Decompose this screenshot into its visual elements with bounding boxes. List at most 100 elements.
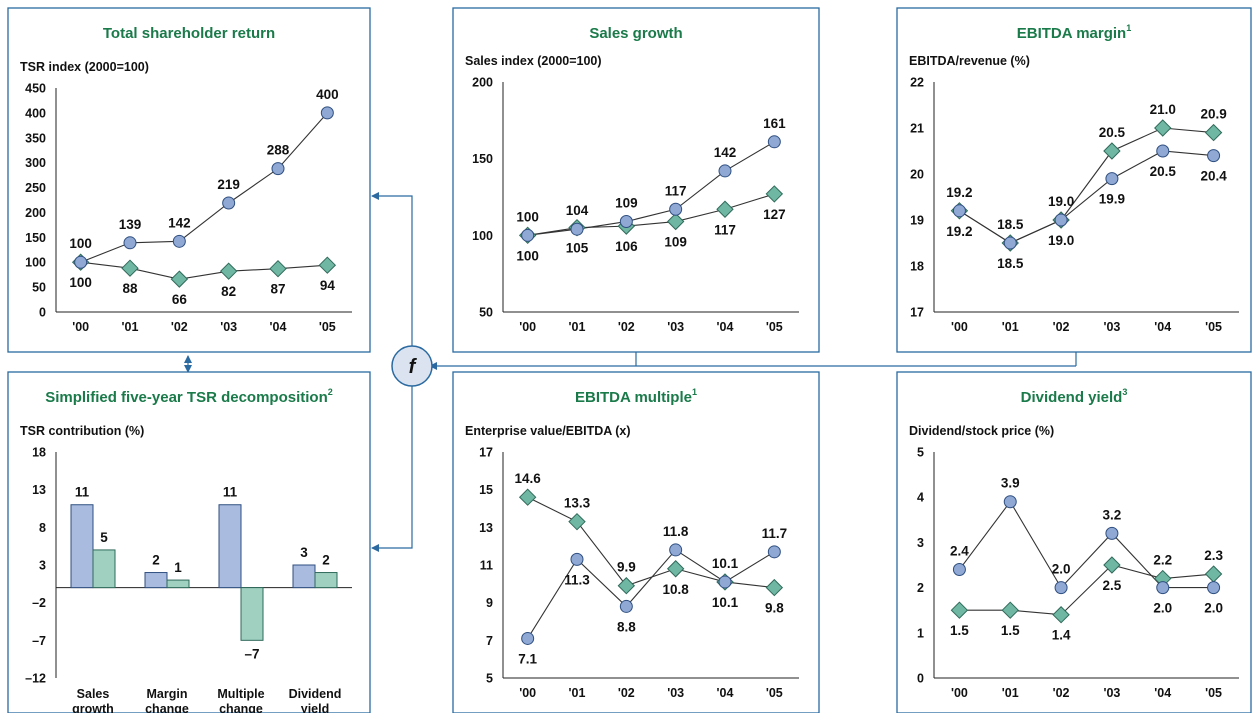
data-label: 3.2 bbox=[1103, 507, 1122, 522]
data-label: 100 bbox=[516, 209, 539, 224]
function-symbol: f bbox=[409, 356, 418, 378]
data-label: 94 bbox=[320, 278, 336, 293]
data-point-circle bbox=[718, 164, 732, 178]
y-tick-label: –2 bbox=[32, 596, 46, 610]
data-point-circle bbox=[1105, 526, 1119, 540]
data-point-circle bbox=[222, 196, 236, 210]
data-label: 1.5 bbox=[1001, 623, 1020, 638]
x-tick-label: '01 bbox=[1002, 686, 1019, 700]
series-line-diamond bbox=[80, 261, 328, 280]
y-tick-label: 3 bbox=[39, 559, 46, 573]
y-tick-label: 50 bbox=[32, 281, 46, 295]
data-point-diamond bbox=[765, 578, 784, 597]
x-tick-label: '05 bbox=[319, 320, 336, 334]
data-label: 3.9 bbox=[1001, 476, 1020, 491]
data-point-diamond bbox=[121, 259, 139, 277]
chart-title: Simplified five-year TSR decomposition2 bbox=[45, 387, 333, 406]
y-tick-label: 21 bbox=[910, 122, 924, 136]
data-point-circle bbox=[521, 228, 535, 242]
data-point-circle bbox=[767, 545, 781, 559]
data-label: 117 bbox=[714, 222, 736, 237]
y-axis-label: TSR index (2000=100) bbox=[20, 60, 149, 74]
data-point-diamond bbox=[765, 185, 784, 203]
panel-sales: Sales growth Sales index (2000=100) 50 100 1… bbox=[452, 7, 820, 353]
data-label: 87 bbox=[270, 282, 285, 297]
arrow-to-decomposition bbox=[371, 380, 413, 552]
x-tick-label: '05 bbox=[1205, 686, 1222, 700]
x-tick-label: '02 bbox=[1053, 320, 1070, 334]
data-point-diamond bbox=[716, 200, 734, 218]
bar-label: –7 bbox=[244, 646, 259, 661]
y-tick-label: 13 bbox=[32, 483, 46, 497]
data-point-circle bbox=[1156, 144, 1170, 158]
data-point-circle bbox=[1003, 236, 1017, 250]
chart-title: Sales growth bbox=[589, 25, 682, 42]
y-tick-label: 11 bbox=[480, 559, 493, 573]
y-tick-label: 17 bbox=[479, 446, 493, 460]
category-label: change bbox=[145, 702, 189, 713]
y-tick-label: –7 bbox=[32, 634, 46, 648]
series-line-diamond bbox=[527, 193, 775, 236]
x-tick-label: '00 bbox=[951, 686, 968, 700]
data-point-circle bbox=[1156, 581, 1170, 595]
data-point-diamond bbox=[518, 488, 537, 506]
data-label: 2.0 bbox=[1052, 562, 1071, 577]
footnote-marker: 2 bbox=[328, 387, 333, 397]
data-point-circle bbox=[271, 162, 285, 176]
y-tick-label: 20 bbox=[910, 168, 924, 182]
footnote-marker: 1 bbox=[692, 387, 697, 397]
series-line-circle bbox=[80, 112, 328, 263]
data-label: 2.3 bbox=[1204, 548, 1223, 563]
data-label: 2.2 bbox=[1153, 553, 1172, 568]
y-tick-label: 5 bbox=[917, 446, 924, 460]
x-tick-label: '03 bbox=[1103, 686, 1120, 700]
bar-label: 11 bbox=[75, 485, 90, 500]
data-label: 109 bbox=[664, 235, 687, 250]
data-label: 20.5 bbox=[1099, 125, 1126, 140]
data-point-diamond bbox=[617, 577, 636, 595]
y-tick-label: 4 bbox=[917, 491, 924, 505]
data-point-diamond bbox=[318, 256, 337, 274]
data-label: 66 bbox=[172, 292, 188, 307]
data-label: 142 bbox=[714, 145, 737, 160]
function-node: f bbox=[391, 345, 433, 387]
bar bbox=[92, 549, 116, 589]
series-line-diamond bbox=[959, 127, 1214, 244]
data-label: 88 bbox=[122, 281, 138, 296]
x-tick-label: '04 bbox=[717, 320, 734, 334]
data-point-circle bbox=[521, 631, 535, 645]
data-label: 109 bbox=[615, 196, 638, 211]
series-line-circle bbox=[527, 549, 775, 639]
data-point-circle bbox=[669, 543, 683, 557]
chart-title: Total shareholder return bbox=[103, 25, 275, 42]
bar bbox=[292, 564, 316, 589]
data-point-circle bbox=[74, 255, 88, 269]
panel-border bbox=[7, 371, 371, 713]
data-point-circle bbox=[669, 202, 683, 216]
bar bbox=[70, 504, 94, 589]
footnote-marker: 3 bbox=[1122, 387, 1127, 397]
bar-label: 2 bbox=[322, 553, 330, 568]
category-label: growth bbox=[72, 702, 114, 713]
data-point-circle bbox=[1003, 495, 1017, 509]
y-tick-label: 2 bbox=[917, 581, 924, 595]
bar-label: 11 bbox=[223, 485, 238, 500]
x-tick-label: '03 bbox=[667, 320, 684, 334]
y-tick-label: 250 bbox=[25, 181, 46, 195]
panel-margin: EBITDA margin1 EBITDA/revenue (%) 17 18 19 20… bbox=[896, 7, 1252, 353]
footnote-marker: 1 bbox=[1126, 23, 1131, 33]
x-tick-label: '04 bbox=[1154, 320, 1171, 334]
x-tick-label: '05 bbox=[1205, 320, 1222, 334]
x-tick-label: '04 bbox=[270, 320, 287, 334]
y-tick-label: 150 bbox=[25, 231, 46, 245]
data-label: 9.8 bbox=[765, 601, 784, 616]
x-tick-label: '01 bbox=[569, 320, 586, 334]
y-axis-label: EBITDA/revenue (%) bbox=[909, 54, 1030, 68]
series-line-diamond bbox=[527, 496, 775, 589]
bar bbox=[166, 579, 190, 589]
data-label: 142 bbox=[168, 215, 191, 230]
x-tick-label: '00 bbox=[519, 686, 536, 700]
data-point-diamond bbox=[170, 270, 189, 288]
y-tick-label: 19 bbox=[910, 214, 924, 228]
data-label: 117 bbox=[665, 183, 687, 198]
